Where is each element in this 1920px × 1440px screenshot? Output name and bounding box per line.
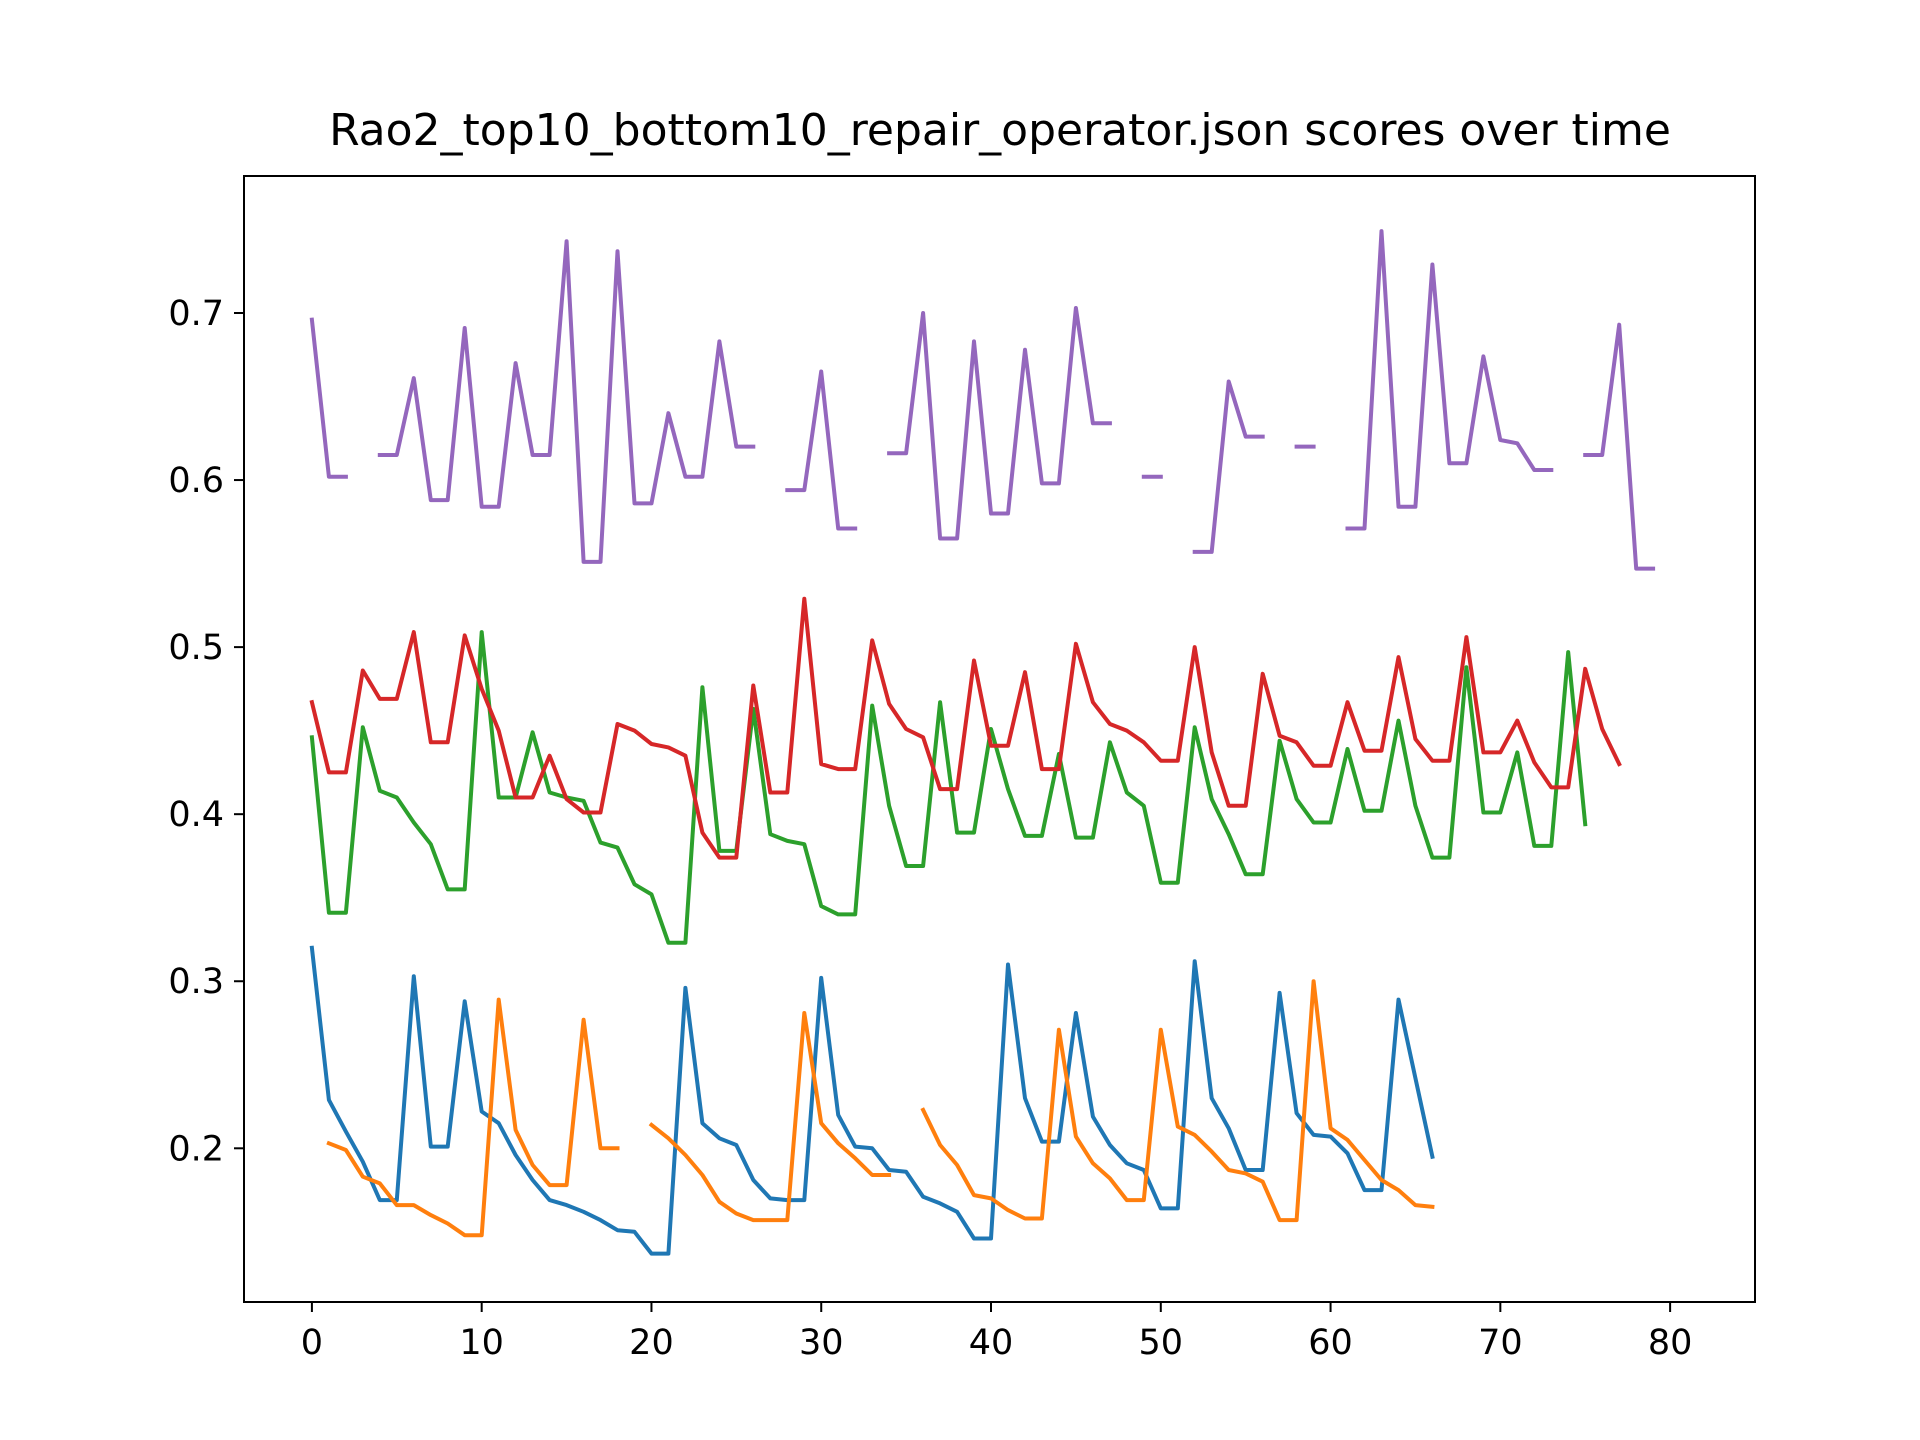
- series-line-5: [309, 229, 1656, 571]
- x-tick-label: 0: [301, 1323, 323, 1363]
- x-tick-label: 30: [799, 1323, 844, 1363]
- x-tick-label: 60: [1308, 1323, 1353, 1363]
- series-line-4: [309, 596, 1622, 860]
- y-tick-label: 0.7: [168, 294, 224, 334]
- x-tick-label: 20: [629, 1323, 674, 1363]
- plot-area-frame: [243, 175, 1756, 1303]
- y-tick-label: 0.4: [168, 795, 224, 835]
- series-line-1: [309, 945, 1435, 1256]
- x-tick-label: 40: [969, 1323, 1014, 1363]
- x-tick-label: 70: [1478, 1323, 1523, 1363]
- y-axis-ticks: 0.2 0.3 0.4 0.5 0.6 0.7: [168, 294, 244, 1169]
- series-line-2: [326, 979, 1435, 1238]
- y-tick-label: 0.2: [168, 1129, 224, 1169]
- x-axis-ticks: 0 10 20 30 40 50 60 70 80: [301, 1302, 1693, 1363]
- chart-title: Rao2_top10_bottom10_repair_operator.json…: [329, 105, 1671, 156]
- y-tick-label: 0.3: [168, 962, 224, 1002]
- y-tick-label: 0.6: [168, 461, 224, 501]
- x-tick-label: 80: [1648, 1323, 1693, 1363]
- series-line-3: [309, 630, 1588, 945]
- x-tick-label: 50: [1139, 1323, 1184, 1363]
- x-tick-label: 10: [459, 1323, 504, 1363]
- y-tick-label: 0.5: [168, 628, 224, 668]
- series-layer: [309, 229, 1656, 1256]
